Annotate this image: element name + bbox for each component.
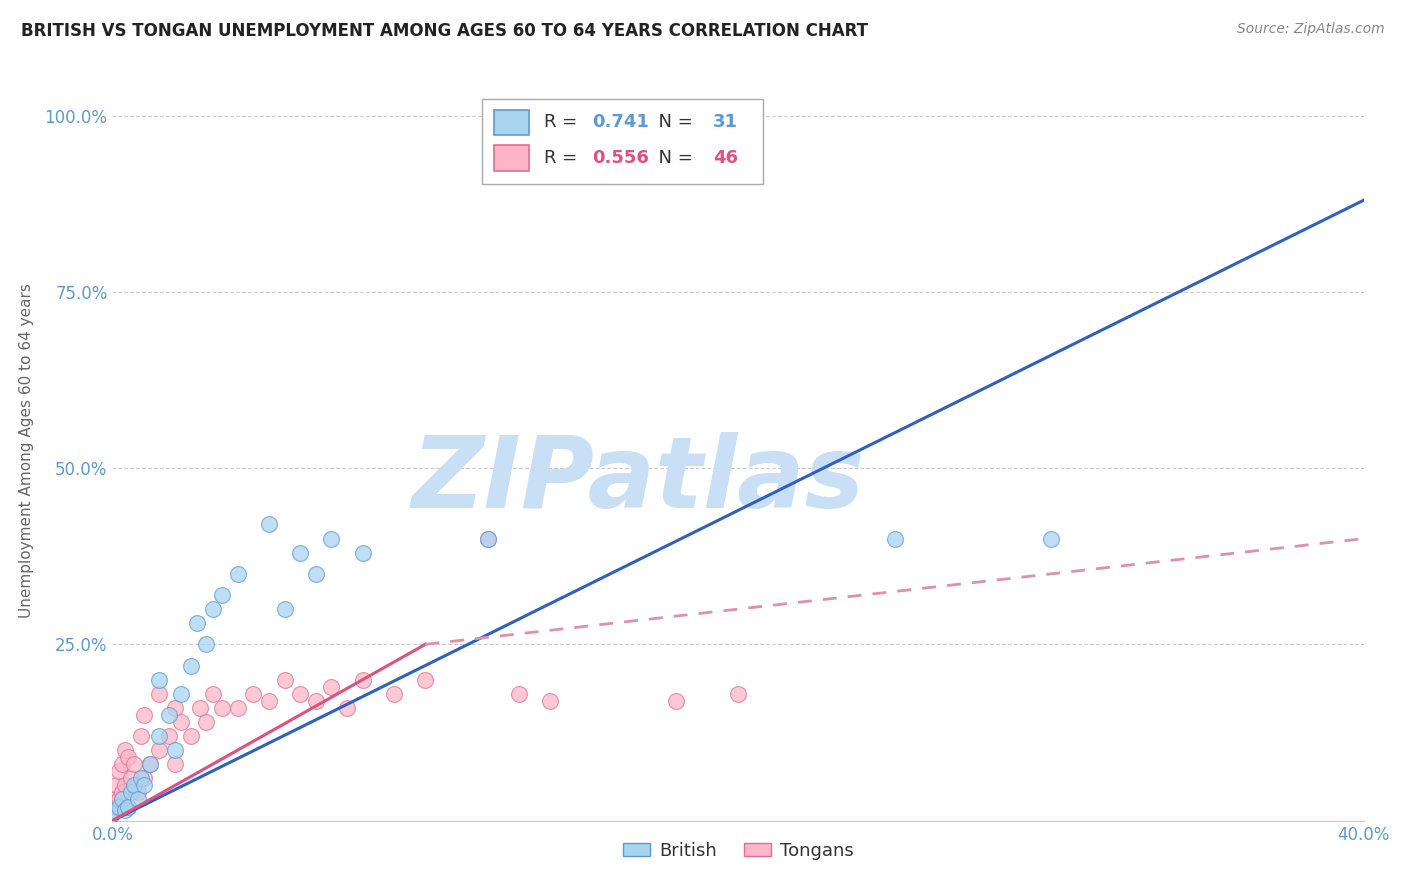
Point	[101, 806, 124, 821]
Point	[226, 566, 249, 581]
Point	[120, 772, 142, 786]
Point	[132, 778, 155, 792]
Text: 0.556: 0.556	[592, 149, 648, 167]
Text: R =: R =	[544, 113, 583, 131]
Point	[321, 680, 343, 694]
Point	[104, 799, 127, 814]
Text: 31: 31	[713, 113, 738, 131]
Point	[117, 799, 139, 814]
Text: N =: N =	[647, 113, 699, 131]
Text: ZIPatlas: ZIPatlas	[412, 432, 865, 529]
Point	[273, 673, 295, 687]
Point	[139, 757, 162, 772]
Point	[117, 799, 139, 814]
Point	[477, 532, 499, 546]
Point	[186, 616, 208, 631]
Point	[124, 757, 146, 772]
Point	[540, 694, 562, 708]
Point	[132, 707, 155, 722]
Point	[195, 714, 218, 729]
FancyBboxPatch shape	[482, 99, 763, 184]
Point	[242, 687, 264, 701]
Point	[336, 701, 359, 715]
Point	[352, 546, 374, 560]
Point	[305, 566, 328, 581]
Point	[211, 588, 233, 602]
Text: 0.741: 0.741	[592, 113, 648, 131]
Text: Source: ZipAtlas.com: Source: ZipAtlas.com	[1237, 22, 1385, 37]
Point	[107, 799, 129, 814]
Point	[101, 792, 124, 806]
Point	[201, 687, 224, 701]
Point	[114, 803, 136, 817]
Point	[508, 687, 530, 701]
Point	[124, 778, 146, 792]
Point	[382, 687, 405, 701]
Point	[352, 673, 374, 687]
Point	[211, 701, 233, 715]
Point	[111, 792, 134, 806]
Point	[415, 673, 437, 687]
Point	[273, 602, 295, 616]
Point	[477, 532, 499, 546]
Point	[148, 687, 170, 701]
Point	[170, 687, 193, 701]
Point	[129, 729, 152, 743]
Point	[157, 729, 180, 743]
Point	[1039, 532, 1063, 546]
Point	[114, 778, 136, 792]
Point	[129, 772, 152, 786]
Point	[139, 757, 162, 772]
Point	[201, 602, 224, 616]
Point	[117, 750, 139, 764]
Point	[664, 694, 686, 708]
Point	[290, 687, 312, 701]
Y-axis label: Unemployment Among Ages 60 to 64 years: Unemployment Among Ages 60 to 64 years	[18, 283, 34, 618]
Point	[120, 785, 142, 799]
Point	[101, 806, 124, 821]
Point	[163, 743, 186, 757]
Point	[257, 517, 280, 532]
Point	[170, 714, 193, 729]
Point	[321, 532, 343, 546]
Bar	[494, 110, 529, 135]
Point	[111, 785, 134, 799]
Point	[148, 673, 170, 687]
Point	[107, 764, 129, 779]
Point	[163, 701, 186, 715]
Point	[305, 694, 328, 708]
Point	[127, 792, 149, 806]
Bar	[494, 145, 529, 170]
Point	[107, 792, 129, 806]
Point	[157, 707, 180, 722]
Text: R =: R =	[544, 149, 583, 167]
Point	[226, 701, 249, 715]
Point	[111, 757, 134, 772]
Point	[883, 532, 905, 546]
Point	[188, 701, 211, 715]
Point	[195, 637, 218, 651]
Legend: British, Tongans: British, Tongans	[616, 835, 860, 867]
Point	[132, 772, 155, 786]
Point	[104, 778, 127, 792]
Text: N =: N =	[647, 149, 699, 167]
Text: 46: 46	[713, 149, 738, 167]
Point	[148, 729, 170, 743]
Point	[257, 694, 280, 708]
Point	[727, 687, 749, 701]
Point	[148, 743, 170, 757]
Text: BRITISH VS TONGAN UNEMPLOYMENT AMONG AGES 60 TO 64 YEARS CORRELATION CHART: BRITISH VS TONGAN UNEMPLOYMENT AMONG AGE…	[21, 22, 868, 40]
Point	[180, 729, 202, 743]
Point	[127, 785, 149, 799]
Point	[180, 658, 202, 673]
Point	[290, 546, 312, 560]
Point	[163, 757, 186, 772]
Point	[114, 743, 136, 757]
